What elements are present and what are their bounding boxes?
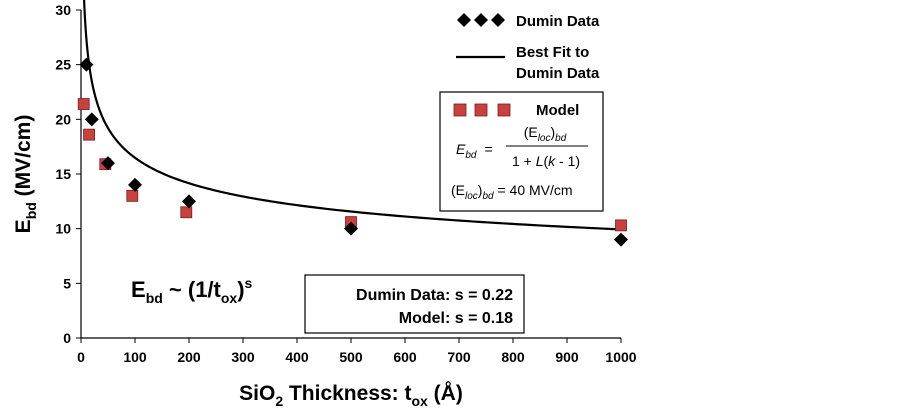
eloc-value: (Eloc)bd = 40 MV/cm [451, 182, 573, 202]
y-tick-label: 10 [55, 221, 71, 237]
y-tick-label: 15 [55, 166, 71, 182]
x-tick-label: 200 [177, 349, 201, 365]
legend-dumin-label: Dumin Data [516, 13, 600, 30]
model-point [77, 98, 90, 110]
fit-curve-group [82, 0, 622, 231]
x-tick-label: 600 [393, 349, 417, 365]
dumin-point [614, 232, 628, 247]
legend-fit-label-1: Best Fit to [516, 44, 589, 61]
dumin-point [128, 177, 142, 192]
equation-numerator: (Eloc)bd [524, 124, 567, 144]
equation-lhs: Ebd = [456, 141, 493, 161]
dumin-point [344, 221, 358, 236]
legend-square-marker [474, 103, 488, 117]
legend-square-marker [453, 103, 467, 117]
x-tick-label: 400 [285, 349, 309, 365]
y-tick-label: 0 [63, 330, 71, 346]
dumin-point [182, 194, 196, 209]
model-box-frame [439, 91, 604, 212]
model-point [180, 206, 193, 219]
s-value-box-frame [304, 274, 525, 334]
s-value-box: Dumin Data: s = 0.22 Model: s = 0.18 [304, 274, 525, 334]
model-point [615, 219, 627, 232]
x-tick-label: 1000 [605, 349, 636, 365]
y-tick-label: 30 [55, 2, 71, 18]
dumin-point [84, 112, 99, 127]
legend-diamond-marker [491, 13, 505, 27]
model-point [83, 128, 95, 141]
x-ticks: 0 100 200 300 400 500 600 700 800 900 1000 [77, 338, 637, 365]
y-tick-label: 25 [55, 57, 71, 73]
x-tick-label: 800 [501, 349, 525, 365]
x-tick-label: 900 [555, 349, 579, 365]
axes: 0 100 200 300 400 500 600 700 800 900 1000 0 5 10 15 2… [55, 2, 636, 365]
s-value-dumin: Dumin Data: s = 0.22 [356, 287, 513, 304]
fit-curve [82, 0, 622, 231]
x-tick-label: 100 [123, 349, 147, 365]
dumin-point [79, 57, 94, 72]
legend-fit-label-2: Dumin Data [516, 65, 600, 82]
dumin-point [101, 156, 115, 171]
x-axis-title: SiO2 Thickness: tox (Å) [239, 381, 463, 409]
y-tick-label: 5 [63, 275, 71, 291]
y-axis-title: Ebd (MV/cm) [12, 115, 39, 234]
x-tick-label: 300 [231, 349, 255, 365]
y-ticks: 0 5 10 15 20 25 30 [55, 2, 81, 346]
legend-square-marker [497, 103, 511, 117]
legend-dumin-markers [457, 13, 505, 27]
model-point [126, 189, 139, 202]
model-box: Model Ebd = (Eloc)bd 1 + L(k - 1) (Eloc)b… [439, 91, 604, 212]
x-tick-label: 500 [339, 349, 363, 365]
x-tick-label: 700 [447, 349, 471, 365]
equation-denominator: 1 + L(k - 1) [512, 153, 580, 169]
s-value-model: Model: s = 0.18 [399, 310, 513, 327]
scaling-law-annotation: Ebd ~ (1/tox)s [131, 275, 253, 306]
legend-model-label: Model [536, 102, 579, 119]
y-tick-label: 20 [55, 111, 71, 127]
legend-diamond-marker [457, 13, 471, 27]
x-tick-label: 0 [77, 349, 85, 365]
legend: Dumin Data Best Fit to Dumin Data [456, 13, 600, 82]
legend-diamond-marker [474, 13, 488, 27]
dumin-points [79, 57, 628, 247]
